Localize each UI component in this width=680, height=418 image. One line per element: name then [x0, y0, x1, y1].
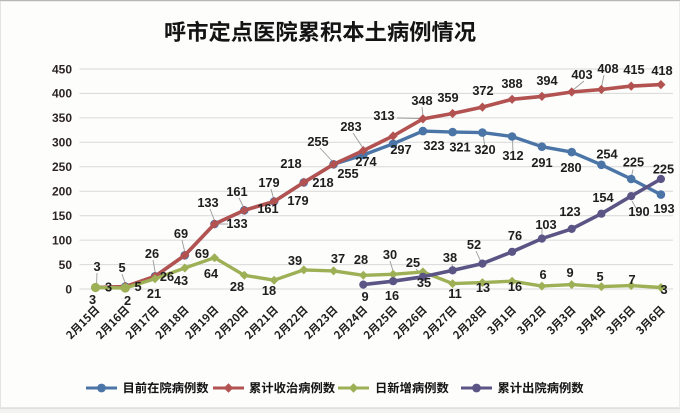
svg-text:5: 5	[118, 260, 125, 275]
svg-text:69: 69	[195, 246, 209, 261]
svg-text:133: 133	[226, 216, 247, 231]
svg-text:9: 9	[566, 265, 573, 280]
svg-text:39: 39	[288, 253, 302, 268]
svg-text:161: 161	[226, 184, 247, 199]
svg-text:43: 43	[174, 273, 188, 288]
svg-text:38: 38	[443, 250, 457, 265]
svg-text:11: 11	[448, 286, 462, 301]
svg-text:280: 280	[560, 160, 581, 175]
svg-text:2: 2	[124, 293, 131, 308]
svg-text:37: 37	[331, 251, 345, 266]
svg-text:312: 312	[502, 148, 523, 163]
svg-text:76: 76	[508, 228, 522, 243]
svg-text:359: 359	[437, 90, 458, 105]
svg-text:179: 179	[258, 175, 279, 190]
svg-text:161: 161	[257, 201, 278, 216]
svg-text:3: 3	[89, 292, 96, 307]
svg-text:28: 28	[354, 252, 368, 267]
svg-text:21: 21	[147, 286, 161, 301]
svg-text:7: 7	[628, 272, 635, 287]
svg-text:123: 123	[559, 204, 580, 219]
svg-text:133: 133	[197, 195, 218, 210]
svg-text:5: 5	[134, 279, 141, 294]
svg-text:103: 103	[535, 217, 556, 232]
svg-text:255: 255	[307, 134, 328, 149]
svg-text:415: 415	[623, 62, 644, 77]
svg-text:408: 408	[597, 61, 618, 76]
svg-text:372: 372	[472, 83, 493, 98]
svg-text:0: 0	[65, 282, 72, 296]
svg-text:254: 254	[596, 147, 618, 162]
svg-text:250: 250	[52, 160, 72, 174]
svg-text:313: 313	[373, 108, 394, 123]
svg-text:323: 323	[423, 138, 444, 153]
svg-text:30: 30	[383, 247, 397, 262]
svg-text:16: 16	[385, 288, 399, 303]
svg-text:255: 255	[337, 166, 358, 181]
svg-text:400: 400	[52, 87, 72, 101]
svg-text:190: 190	[628, 204, 649, 219]
svg-text:320: 320	[474, 142, 495, 157]
svg-text:179: 179	[287, 193, 308, 208]
svg-text:450: 450	[52, 62, 72, 76]
svg-text:3: 3	[660, 282, 667, 297]
svg-text:50: 50	[59, 258, 73, 272]
svg-text:3: 3	[93, 259, 100, 274]
svg-text:69: 69	[174, 226, 188, 241]
svg-text:18: 18	[262, 283, 276, 298]
svg-text:100: 100	[52, 233, 72, 247]
svg-text:26: 26	[160, 269, 174, 284]
svg-text:28: 28	[230, 279, 244, 294]
svg-text:16: 16	[508, 279, 522, 294]
svg-text:218: 218	[280, 156, 301, 171]
svg-text:283: 283	[340, 119, 361, 134]
svg-text:9: 9	[361, 289, 368, 304]
svg-text:403: 403	[571, 67, 592, 82]
svg-text:388: 388	[501, 76, 522, 91]
svg-text:418: 418	[651, 63, 672, 78]
svg-text:300: 300	[52, 136, 72, 150]
svg-text:200: 200	[52, 185, 72, 199]
svg-text:297: 297	[390, 142, 411, 157]
svg-text:291: 291	[531, 155, 552, 170]
svg-text:5: 5	[596, 269, 603, 284]
svg-text:350: 350	[52, 111, 72, 125]
svg-text:218: 218	[312, 175, 333, 190]
svg-text:225: 225	[623, 155, 644, 170]
svg-text:52: 52	[467, 237, 481, 252]
svg-text:348: 348	[411, 93, 432, 108]
svg-text:193: 193	[653, 201, 674, 216]
svg-text:154: 154	[592, 190, 614, 205]
svg-text:13: 13	[476, 280, 490, 295]
svg-text:150: 150	[52, 209, 72, 223]
svg-text:35: 35	[417, 275, 431, 290]
svg-text:3: 3	[105, 280, 112, 295]
svg-text:64: 64	[204, 266, 219, 281]
svg-text:25: 25	[406, 255, 420, 270]
svg-text:6: 6	[539, 267, 546, 282]
svg-text:26: 26	[145, 246, 159, 261]
svg-text:225: 225	[653, 162, 674, 177]
svg-text:274: 274	[355, 154, 377, 169]
svg-text:321: 321	[449, 140, 470, 155]
svg-text:394: 394	[536, 73, 558, 88]
